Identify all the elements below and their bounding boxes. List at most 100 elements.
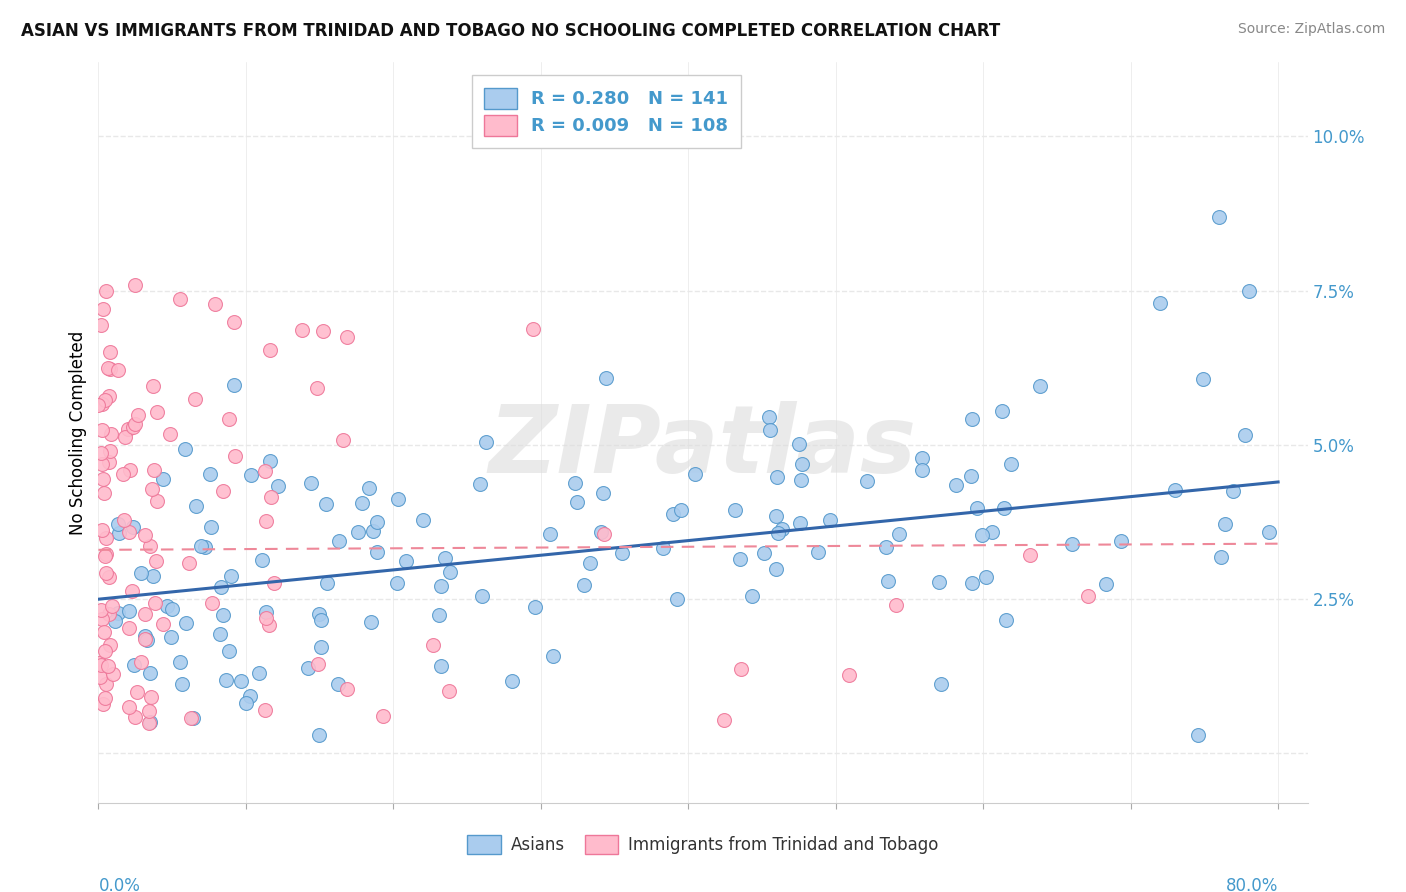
Point: [235, 696, 257, 710]
Point: [169, 655, 191, 669]
Point: [856, 475, 879, 489]
Point: [945, 478, 967, 492]
Point: [765, 508, 787, 523]
Point: [117, 621, 139, 635]
Point: [315, 497, 337, 511]
Point: [184, 392, 207, 406]
Text: 80.0%: 80.0%: [1226, 877, 1278, 892]
Point: [430, 579, 453, 593]
Point: [993, 500, 1015, 515]
Point: [267, 479, 290, 493]
Point: [1192, 372, 1215, 386]
Point: [770, 522, 793, 536]
Point: [90, 603, 112, 617]
Point: [101, 599, 124, 614]
Point: [98, 570, 121, 584]
Point: [254, 702, 277, 716]
Point: [96, 677, 118, 691]
Point: [724, 502, 747, 516]
Point: [96, 547, 118, 561]
Point: [91, 423, 114, 437]
Point: [254, 464, 277, 478]
Point: [139, 665, 162, 680]
Point: [94, 532, 117, 546]
Point: [134, 607, 156, 622]
Point: [139, 539, 162, 553]
Point: [222, 315, 245, 329]
Point: [884, 598, 907, 612]
Point: [124, 710, 146, 724]
Point: [366, 515, 388, 529]
Point: [422, 639, 444, 653]
Point: [297, 660, 319, 674]
Point: [361, 524, 384, 538]
Point: [180, 711, 202, 725]
Point: [259, 454, 281, 468]
Point: [308, 728, 330, 742]
Point: [117, 422, 139, 436]
Point: [332, 434, 354, 448]
Point: [94, 284, 117, 298]
Point: [385, 576, 408, 591]
Point: [439, 565, 461, 579]
Point: [215, 673, 238, 687]
Point: [259, 343, 281, 357]
Point: [145, 554, 167, 568]
Point: [1062, 537, 1084, 551]
Point: [107, 526, 129, 541]
Point: [121, 584, 143, 599]
Point: [190, 540, 212, 554]
Point: [138, 704, 160, 718]
Point: [929, 676, 952, 690]
Point: [209, 627, 232, 641]
Point: [90, 612, 112, 626]
Point: [336, 681, 359, 696]
Point: [807, 545, 830, 559]
Point: [1149, 296, 1171, 310]
Point: [143, 596, 166, 610]
Point: [90, 397, 112, 411]
Point: [316, 576, 339, 591]
Point: [231, 673, 253, 688]
Point: [94, 643, 117, 657]
Point: [112, 467, 135, 482]
Point: [1077, 589, 1099, 603]
Point: [89, 670, 111, 684]
Point: [1208, 210, 1230, 224]
Point: [352, 495, 374, 509]
Point: [118, 524, 141, 539]
Point: [93, 624, 115, 639]
Point: [683, 467, 706, 482]
Point: [730, 662, 752, 676]
Point: [127, 684, 149, 698]
Point: [97, 360, 120, 375]
Point: [972, 528, 994, 542]
Point: [960, 411, 983, 425]
Point: [564, 476, 586, 491]
Point: [260, 490, 283, 504]
Point: [155, 599, 177, 613]
Point: [179, 557, 201, 571]
Point: [299, 475, 322, 490]
Text: Source: ZipAtlas.com: Source: ZipAtlas.com: [1237, 22, 1385, 37]
Point: [254, 514, 277, 528]
Point: [114, 430, 136, 444]
Point: [312, 324, 335, 338]
Point: [437, 683, 460, 698]
Point: [595, 370, 617, 384]
Point: [138, 715, 160, 730]
Text: ASIAN VS IMMIGRANTS FROM TRINIDAD AND TOBAGO NO SCHOOLING COMPLETED CORRELATION : ASIAN VS IMMIGRANTS FROM TRINIDAD AND TO…: [21, 22, 1000, 40]
Point: [665, 591, 688, 606]
Point: [790, 473, 813, 487]
Point: [928, 575, 950, 590]
Point: [652, 541, 675, 555]
Point: [200, 520, 222, 534]
Point: [981, 524, 1004, 539]
Point: [93, 486, 115, 500]
Point: [366, 545, 388, 559]
Point: [752, 546, 775, 560]
Point: [741, 589, 763, 603]
Point: [98, 607, 121, 622]
Point: [174, 615, 197, 630]
Point: [474, 434, 496, 449]
